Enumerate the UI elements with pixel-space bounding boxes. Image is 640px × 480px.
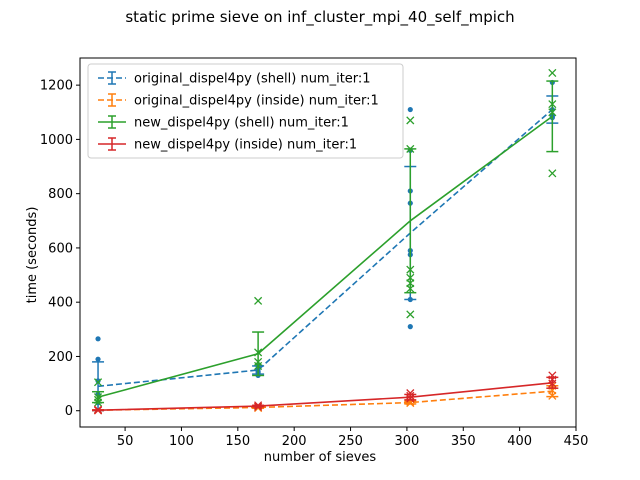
series-1-line	[98, 390, 553, 411]
series-2-point-0	[93, 378, 103, 387]
y-tick-label-6: 1200	[40, 79, 73, 94]
plot-frame	[79, 57, 577, 428]
series-2-point-8	[406, 116, 415, 125]
series-3-line	[98, 381, 553, 411]
series-0-point-1	[95, 356, 101, 362]
x-tick-label-0: 50	[117, 434, 134, 449]
y-tick-label-5: 1000	[40, 133, 73, 148]
axes: 50 100 150 200 250 300 350 400 450 0 200 400 600 800 1…	[40, 57, 589, 449]
x-tick-label-4: 250	[338, 434, 363, 449]
legend-label-0: original_dispel4py (shell) num_iter:1	[134, 72, 371, 87]
y-tick-label-0: 0	[65, 404, 73, 419]
series-0-line	[97, 108, 553, 388]
series-0-point-10	[407, 106, 413, 113]
series-2	[92, 68, 559, 407]
x-tick-label-7: 400	[507, 434, 532, 449]
series-2-point-15	[548, 68, 557, 77]
series-3	[92, 371, 559, 415]
series-2-point-18	[548, 169, 557, 178]
legend-box	[87, 63, 404, 159]
x-axis-label: number of sieves	[264, 450, 377, 465]
plot-area	[92, 68, 559, 415]
x-tick-label-1: 100	[169, 434, 194, 449]
legend-label-3: new_dispel4py (inside) num_iter:1	[134, 138, 357, 153]
x-tick-label-8: 450	[564, 434, 589, 449]
chart-title: static prime sieve on inf_cluster_mpi_40…	[125, 8, 514, 27]
x-tick-label-2: 150	[225, 434, 250, 449]
y-tick-label-4: 800	[48, 187, 73, 202]
series-2-point-4	[254, 296, 263, 305]
y-tick-label-3: 600	[48, 241, 73, 256]
legend-label-1: original_dispel4py (inside) num_iter:1	[134, 94, 379, 109]
y-tick-label-1: 200	[48, 350, 73, 365]
x-tick-label-5: 300	[394, 434, 419, 449]
legend-label-2: new_dispel4py (shell) num_iter:1	[134, 116, 349, 131]
legend: original_dispel4py (shell) num_iter:1ori…	[87, 63, 404, 159]
series-0-point-17	[407, 324, 413, 330]
series-2-line	[97, 115, 553, 398]
x-tick-label-3: 200	[282, 434, 307, 449]
x-tick-label-6: 350	[451, 434, 476, 449]
series-0-point-0	[95, 336, 101, 342]
y-tick-label-2: 400	[48, 296, 73, 311]
series-2-point-14	[406, 310, 415, 319]
y-axis-label: time (seconds)	[25, 207, 40, 304]
